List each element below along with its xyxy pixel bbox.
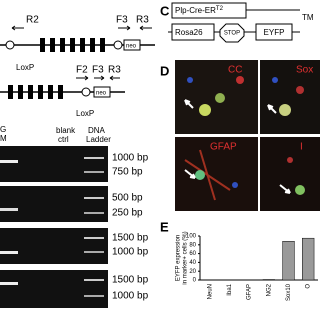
y-axis-label: EYFP expression [176,235,182,281]
size-label: 1500 bp [112,275,149,286]
size-label: 1000 bp [112,291,149,302]
y-tick-label: 100 [186,234,197,240]
panel-c: C Plp-Cre-ERT2 TM Rosa26 STOP EYFP [160,2,314,43]
size-label: 750 bp [112,167,143,178]
size-label: 250 bp [112,208,143,219]
y-tick-label: 60 [189,251,196,257]
schematic-a: R2 F3 R3 LoxP neo [0,15,155,72]
primer-label: F3 [116,15,128,26]
bar [282,241,295,281]
size-label: 500 bp [112,193,143,204]
stain-label: I [300,142,303,153]
primer-label: R3 [136,15,149,26]
primer-label: F3 [92,65,104,76]
lane-header: Ladder [86,135,111,144]
bar [302,237,315,281]
lane-header: G [0,125,6,134]
stain-label: CC [228,65,242,76]
lane-header: ctrl [58,135,69,144]
x-tick-label: NeuN [207,284,213,299]
panel-label: C [160,3,170,18]
stop: STOP [224,31,240,37]
reporter: EYFP [264,28,285,37]
y-tick-label: 40 [189,260,196,266]
x-tick-label: NG2 [266,283,272,296]
gel: G M blank ctrl DNA Ladder 1000 bp 750 bp… [0,125,149,308]
y-tick-label: 80 [189,242,196,248]
tm-label: TM [302,13,314,22]
y-tick-label: 0 [193,278,197,284]
loxp-label: LoxP [76,109,94,118]
size-label: 1500 bp [112,233,149,244]
x-tick-label: Sox10 [286,283,292,301]
panel-label: E [160,219,169,234]
panel-label: D [160,63,169,78]
lane-header: DNA [88,126,106,135]
locus: Rosa26 [175,28,203,37]
loxp-label: LoxP [16,63,34,72]
y-axis-label: in marker+ cells (%) [183,231,189,284]
stain-label: GFAP [210,142,237,153]
neo-label: neo [126,44,137,50]
schematic-b: F2 F3 R3 LoxP neo [0,65,125,118]
primer-label: F2 [76,65,88,76]
primer-label: R3 [108,65,121,76]
size-label: 1000 bp [112,153,149,164]
lane-header: blank [56,126,76,135]
stain-label: Sox [296,65,313,76]
x-tick-label: Iba1 [227,283,233,295]
transgene: Plp-Cre-ERT2 [175,6,224,16]
primer-label: R2 [26,15,39,26]
x-tick-label: GFAP [247,284,253,300]
x-tick-label: O [306,284,312,289]
panel-d: D CC Sox GFAP I [160,60,320,211]
neo-label: neo [96,91,107,97]
y-tick-label: 20 [189,269,196,275]
lane-header: M [0,134,7,143]
size-label: 1000 bp [112,247,149,258]
